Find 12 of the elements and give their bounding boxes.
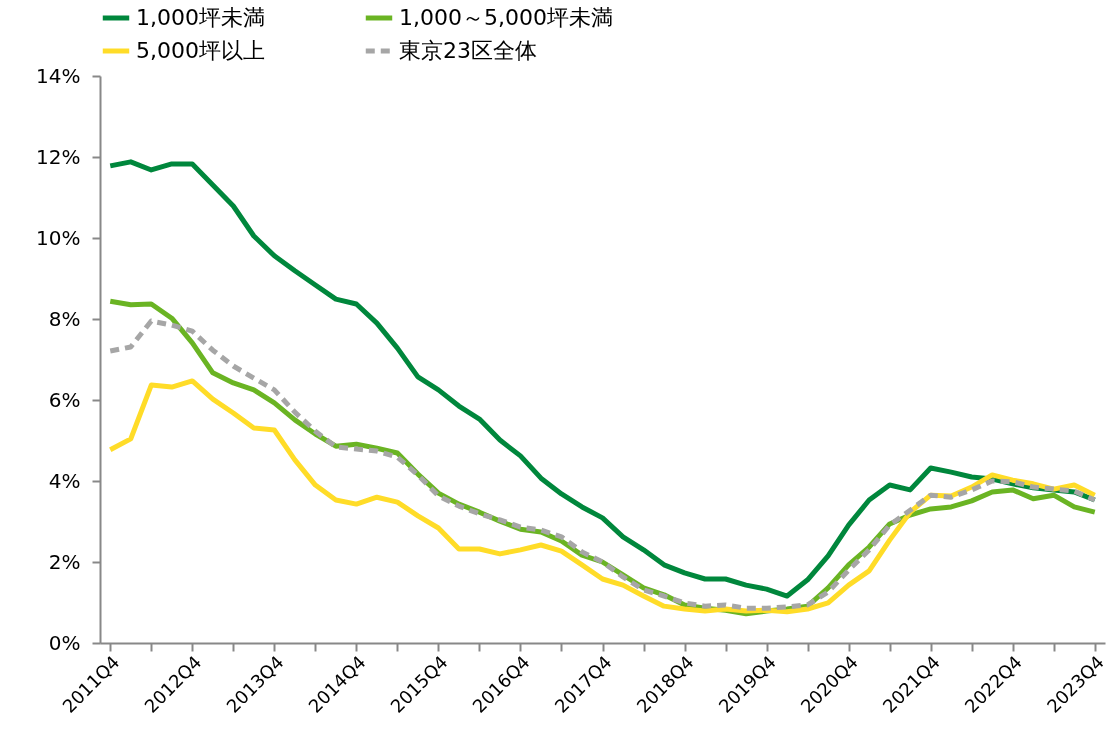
y-tick-label: 6% xyxy=(48,387,81,412)
y-tick-label: 2% xyxy=(48,549,81,574)
legend-label: 5,000坪以上 xyxy=(136,38,265,63)
y-tick-label: 10% xyxy=(36,225,81,250)
y-tick-label: 12% xyxy=(36,144,81,169)
legend-label: 1,000坪未満 xyxy=(136,5,265,30)
legend-label: 東京23区全体 xyxy=(399,38,537,63)
y-tick-label: 14% xyxy=(36,63,81,88)
y-tick-label: 0% xyxy=(48,630,81,655)
y-tick-label: 8% xyxy=(48,306,81,331)
y-tick-label: 4% xyxy=(48,468,81,493)
legend-label: 1,000～5,000坪未満 xyxy=(399,5,613,30)
